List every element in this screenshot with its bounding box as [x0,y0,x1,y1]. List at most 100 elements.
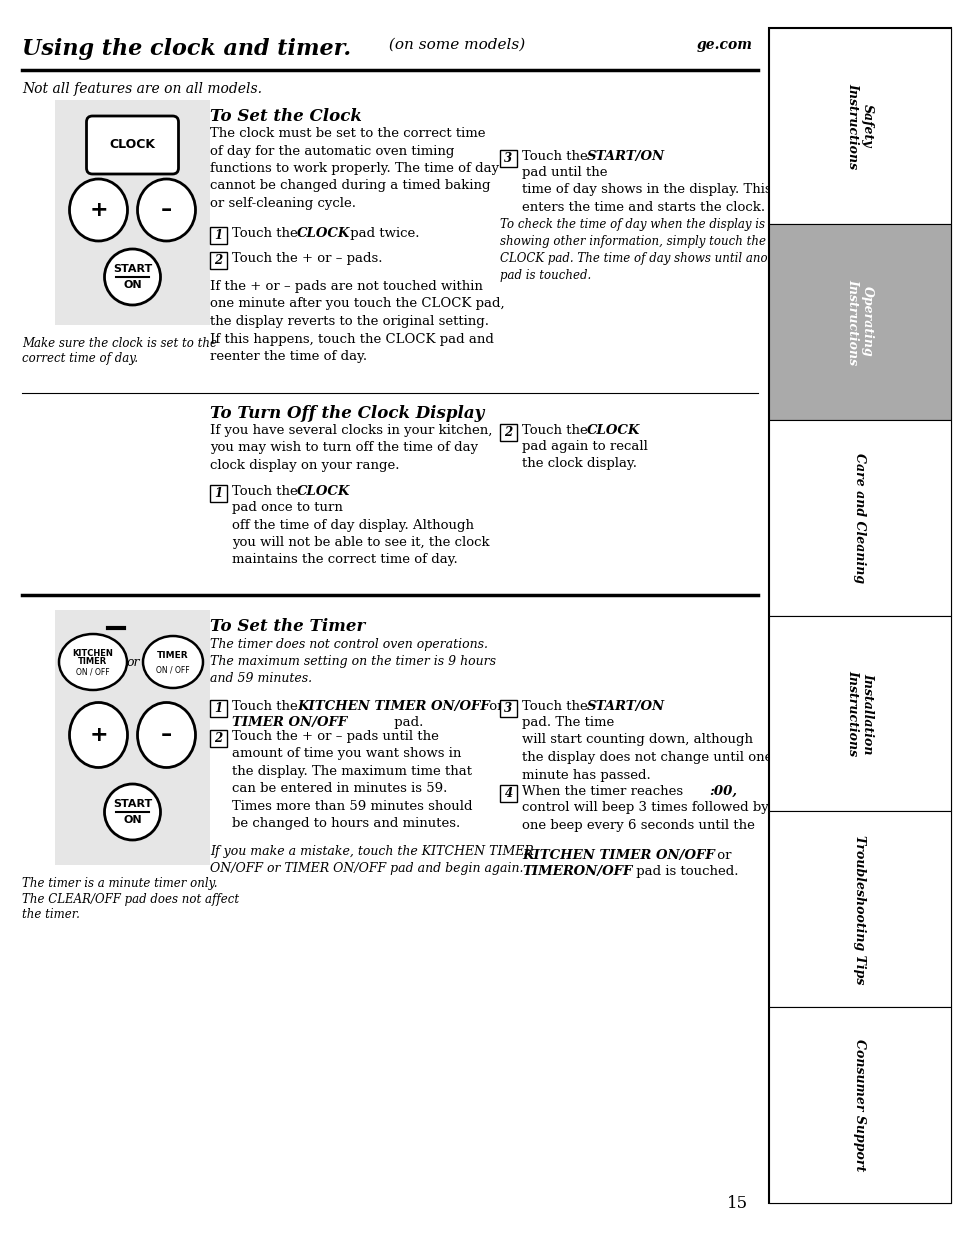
Text: To Turn Off the Clock Display: To Turn Off the Clock Display [210,405,484,422]
Text: control will beep 3 times followed by
one beep every 6 seconds until the: control will beep 3 times followed by on… [521,802,768,848]
Text: To Set the Timer: To Set the Timer [210,618,365,635]
Bar [768,224,950,420]
Bar [499,785,517,802]
Text: ON / OFF: ON / OFF [156,666,190,674]
Text: Consumer Support: Consumer Support [853,1039,865,1171]
Text: The timer is a minute timer only.: The timer is a minute timer only. [22,877,217,890]
Text: CLOCK: CLOCK [110,138,155,152]
Text: KITCHEN TIMER ON/OFF: KITCHEN TIMER ON/OFF [521,848,714,862]
Bar [768,1008,950,1203]
Text: Touch the + or – pads until the
amount of time you want shows in
the display. Th: Touch the + or – pads until the amount o… [232,730,472,830]
Text: CLOCK: CLOCK [586,424,639,437]
Text: If the + or – pads are not touched within
one minute after you touch the CLOCK p: If the + or – pads are not touched withi… [210,280,504,363]
Text: Using the clock and timer.: Using the clock and timer. [22,38,351,61]
Text: 2: 2 [214,254,222,267]
Bar [768,28,950,1203]
Text: To check the time of day when the display is
showing other information, simply t: To check the time of day when the displa… [499,219,792,282]
Bar [210,485,227,501]
Text: 3: 3 [504,701,512,715]
Ellipse shape [70,179,128,241]
Text: pad twice.: pad twice. [346,227,419,240]
Text: pad is touched.: pad is touched. [631,864,738,878]
Text: The CLEAR/OFF pad does not affect
the timer.: The CLEAR/OFF pad does not affect the ti… [22,893,239,921]
Text: START: START [112,799,152,809]
Text: Touch the + or – pads.: Touch the + or – pads. [232,252,382,266]
Text: 4: 4 [504,787,512,800]
Text: 1: 1 [214,701,222,715]
Text: pad once to turn
off the time of day display. Although
you will not be able to s: pad once to turn off the time of day dis… [232,501,489,567]
Text: pad.: pad. [390,716,423,729]
Text: CLOCK: CLOCK [296,227,350,240]
Bar [768,615,950,811]
Text: The timer does not control oven operations.
The maximum setting on the timer is : The timer does not control oven operatio… [210,638,496,685]
Circle shape [105,784,160,840]
Ellipse shape [70,703,128,767]
Text: +: + [89,200,108,220]
Circle shape [105,249,160,305]
Text: Safety
Instructions: Safety Instructions [845,83,873,169]
Text: START/ON: START/ON [586,700,664,713]
Text: The clock must be set to the correct time
of day for the automatic oven timing
f: The clock must be set to the correct tim… [210,127,498,210]
Text: CLOCK: CLOCK [296,485,350,498]
Text: Touch the: Touch the [521,424,592,437]
Text: TIMER: TIMER [78,657,108,667]
Bar [499,424,517,441]
Text: If you make a mistake, touch the KITCHEN TIMER
ON/OFF or TIMER ON/OFF pad and be: If you make a mistake, touch the KITCHEN… [210,845,533,876]
Text: If you have several clocks in your kitchen,
you may wish to turn off the time of: If you have several clocks in your kitch… [210,424,492,472]
Text: ON: ON [123,280,142,290]
Ellipse shape [137,179,195,241]
Text: TIMER: TIMER [521,864,574,878]
Text: pad again to recall
the clock display.: pad again to recall the clock display. [521,440,647,471]
Text: Touch the: Touch the [232,227,302,240]
Text: Operating
Instructions: Operating Instructions [845,279,873,364]
Text: :00,: :00, [708,785,737,798]
Text: or: or [126,656,139,668]
Ellipse shape [137,703,195,767]
Text: pad. The time
will start counting down, although
the display does not change unt: pad. The time will start counting down, … [521,716,772,782]
Bar [768,28,950,224]
Bar [210,227,227,245]
Bar [499,149,517,167]
Text: Touch the: Touch the [521,700,592,713]
Text: ge.com: ge.com [697,38,752,52]
Text: Touch the: Touch the [521,149,592,163]
Text: +: + [89,725,108,745]
Text: ON: ON [123,815,142,825]
Text: Make sure the clock is set to the
correct time of day.: Make sure the clock is set to the correc… [22,337,216,366]
Text: START/ON: START/ON [586,149,664,163]
Text: or: or [484,700,503,713]
Text: or: or [712,848,735,862]
Text: 1: 1 [214,228,222,242]
Ellipse shape [59,634,127,690]
Text: pad until the
time of day shows in the display. This
enters the time and starts : pad until the time of day shows in the d… [521,165,771,214]
Text: KITCHEN TIMER ON/OFF: KITCHEN TIMER ON/OFF [296,700,489,713]
Text: START: START [112,264,152,274]
Text: To Set the Clock: To Set the Clock [210,107,361,125]
FancyBboxPatch shape [87,116,178,174]
Text: ON/OFF: ON/OFF [568,864,632,878]
Text: Troubleshooting Tips: Troubleshooting Tips [853,835,865,984]
Text: Touch the: Touch the [232,485,302,498]
Bar [210,700,227,718]
Bar [768,811,950,1008]
Text: 15: 15 [727,1195,748,1212]
Text: (on some models): (on some models) [384,38,525,52]
Ellipse shape [143,636,203,688]
Text: 2: 2 [214,732,222,745]
Bar [210,730,227,747]
Text: 3: 3 [504,152,512,165]
Text: Care and Cleaning: Care and Cleaning [853,452,865,583]
Text: ON / OFF: ON / OFF [76,667,110,677]
Text: KITCHEN: KITCHEN [72,650,113,658]
Text: Touch the: Touch the [232,700,302,713]
Text: TIMER: TIMER [157,652,189,661]
Bar [768,420,950,615]
Text: –: – [161,200,172,220]
Text: Not all features are on all models.: Not all features are on all models. [22,82,262,96]
Bar [55,100,210,325]
Text: Installation
Instructions: Installation Instructions [845,671,873,757]
Text: TIMER ON/OFF: TIMER ON/OFF [232,716,347,729]
Text: 1: 1 [214,487,222,500]
Bar [210,252,227,269]
Bar [499,700,517,718]
